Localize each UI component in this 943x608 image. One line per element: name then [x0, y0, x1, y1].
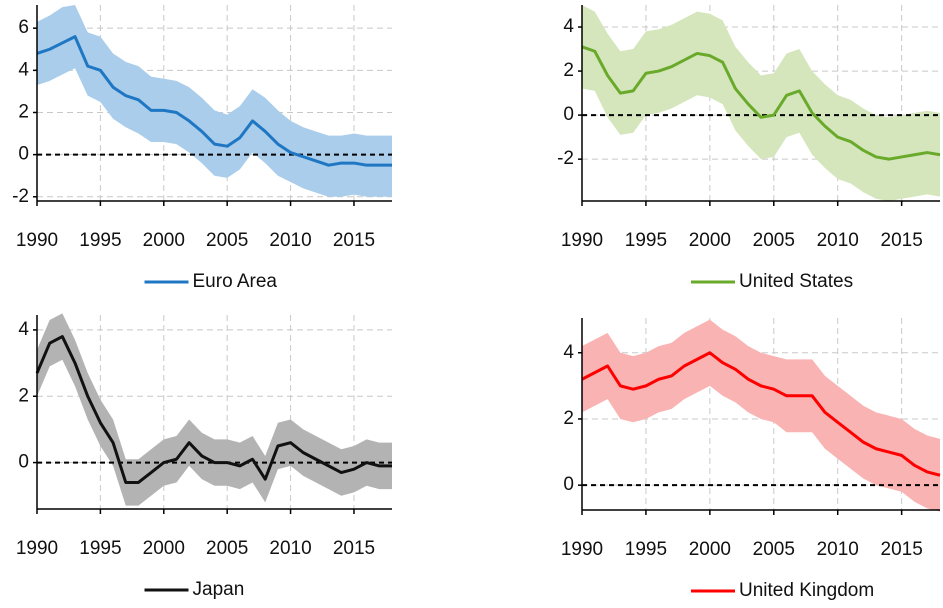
x-tick-label: 2010 [269, 230, 311, 251]
y-tick-label: 4 [563, 16, 574, 37]
confidence-band [582, 319, 940, 512]
y-tick-label: 2 [18, 101, 29, 122]
x-tick-label: 2010 [817, 230, 859, 251]
y-tick-label: -2 [12, 186, 29, 207]
y-tick-label: 0 [18, 144, 29, 165]
y-tick-label: 6 [18, 17, 29, 38]
x-tick-label: 1995 [625, 230, 667, 251]
x-tick-label: 2010 [269, 538, 311, 559]
confidence-band [37, 5, 392, 197]
confidence-band [37, 313, 392, 506]
y-tick-label: 2 [563, 60, 574, 81]
series-line [36, 35, 392, 167]
series-line [581, 45, 941, 161]
y-tick-label: -2 [557, 148, 574, 169]
y-tick-label: 4 [18, 59, 29, 80]
x-tick-label: 2015 [881, 539, 923, 560]
legend-label: Euro Area [193, 271, 278, 292]
x-tick-label: 2015 [333, 230, 375, 251]
y-tick-label: 4 [563, 342, 574, 363]
x-tick-label: 2000 [143, 538, 185, 559]
x-tick-label: 2005 [753, 230, 795, 251]
x-tick-label: 1990 [16, 538, 58, 559]
x-tick-label: 1995 [625, 539, 667, 560]
legend-label: United Kingdom [739, 580, 874, 601]
x-tick-label: 1995 [79, 230, 121, 251]
x-tick-label: 2000 [689, 539, 731, 560]
series-line [35, 335, 392, 484]
x-tick-label: 1990 [16, 230, 58, 251]
x-tick-label: 2010 [817, 539, 859, 560]
x-tick-label: 2005 [206, 230, 248, 251]
x-tick-label: 1990 [561, 230, 603, 251]
y-tick-label: 0 [563, 474, 574, 495]
confidence-band [582, 5, 940, 201]
x-tick-label: 1990 [561, 539, 603, 560]
legend-label: Japan [193, 579, 245, 600]
x-tick-label: 1995 [79, 538, 121, 559]
y-tick-label: 2 [18, 385, 29, 406]
y-tick-label: 0 [563, 104, 574, 125]
x-tick-label: 2005 [206, 538, 248, 559]
x-tick-label: 2015 [333, 538, 375, 559]
series-line [581, 351, 941, 477]
y-tick-label: 2 [563, 408, 574, 429]
x-tick-label: 2005 [753, 539, 795, 560]
legend-label: United States [739, 271, 853, 292]
y-tick-label: 4 [18, 319, 29, 340]
y-tick-label: 0 [18, 452, 29, 473]
x-tick-label: 2000 [689, 230, 731, 251]
x-tick-label: 2000 [143, 230, 185, 251]
x-tick-label: 2015 [881, 230, 923, 251]
